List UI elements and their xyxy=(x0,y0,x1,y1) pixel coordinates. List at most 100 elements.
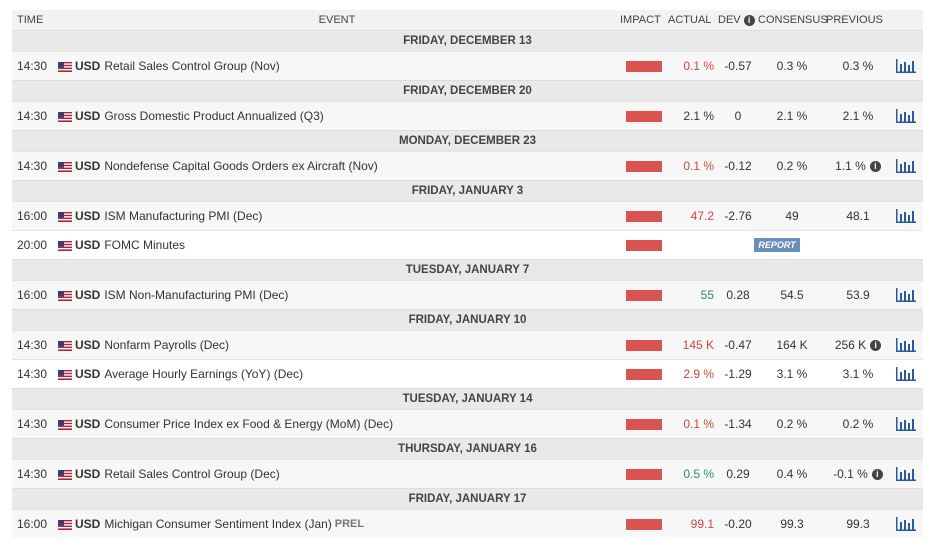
info-icon[interactable]: i xyxy=(870,339,882,351)
impact-cell xyxy=(620,210,668,222)
header-actual[interactable]: ACTUAL xyxy=(668,14,712,26)
event-row[interactable]: 14:30 USD Consumer Price Index ex Food & E… xyxy=(12,409,923,438)
event-time: 14:30 xyxy=(17,109,48,123)
us-flag-icon xyxy=(58,161,72,172)
event-name[interactable]: Retail Sales Control Group (Dec) xyxy=(104,467,280,481)
history-chart-icon[interactable] xyxy=(890,466,922,482)
report-cell: REPORT xyxy=(668,238,886,252)
history-chart-icon[interactable] xyxy=(890,208,922,224)
info-icon[interactable]: i xyxy=(743,14,755,26)
event-row[interactable]: 14:30 USD Gross Domestic Product Annualize… xyxy=(12,101,923,130)
event-cell: USD Gross Domestic Product Annualized (Q3… xyxy=(54,109,620,123)
actual-value: 2.1 % xyxy=(683,109,714,123)
consensus-value: 99.3 xyxy=(780,517,804,531)
header-dev[interactable]: DEV xyxy=(718,14,741,26)
history-chart-icon[interactable] xyxy=(890,158,922,174)
date-header: FRIDAY, JANUARY 10 xyxy=(12,309,923,330)
event-name[interactable]: ISM Non-Manufacturing PMI (Dec) xyxy=(104,288,289,302)
impact-cell xyxy=(620,368,668,380)
us-flag-icon xyxy=(58,369,72,380)
us-flag-icon xyxy=(58,340,72,351)
event-cell: USD ISM Manufacturing PMI (Dec) xyxy=(54,209,620,223)
info-icon[interactable]: i xyxy=(871,468,883,480)
history-chart-icon[interactable] xyxy=(890,516,922,532)
event-row[interactable]: 16:00 USD ISM Non-Manufacturing PMI (Dec) 5… xyxy=(12,280,923,309)
event-name[interactable]: Nonfarm Payrolls (Dec) xyxy=(104,338,230,352)
previous-value: 3.1 % xyxy=(842,367,874,381)
previous-value: 0.3 % xyxy=(842,59,874,73)
event-cell: USD Retail Sales Control Group (Nov) xyxy=(54,59,620,73)
deviation-value: -0.57 xyxy=(724,59,752,73)
header-event[interactable]: EVENT xyxy=(318,14,356,26)
consensus-value: 164 K xyxy=(776,338,808,352)
event-row[interactable]: 16:00 USD ISM Manufacturing PMI (Dec) 47.2-… xyxy=(12,201,923,230)
event-row[interactable]: 14:30 USD Nondefense Capital Goods Orders … xyxy=(12,151,923,180)
impact-cell xyxy=(620,110,668,122)
consensus-value: 0.3 % xyxy=(776,59,808,73)
header-previous[interactable]: PREVIOUS xyxy=(826,14,883,26)
event-row[interactable]: 14:30 USD Average Hourly Earnings (YoY) (D… xyxy=(12,359,923,388)
us-flag-icon xyxy=(58,61,72,72)
previous-value: 99.3 xyxy=(846,517,870,531)
consensus-value: 0.2 % xyxy=(776,159,808,173)
date-header: MONDAY, DECEMBER 23 xyxy=(12,130,923,151)
event-name[interactable]: FOMC Minutes xyxy=(104,238,186,252)
impact-high-bar xyxy=(626,239,662,251)
event-cell: USD ISM Non-Manufacturing PMI (Dec) xyxy=(54,288,620,302)
impact-high-bar xyxy=(626,210,662,222)
header-consensus[interactable]: CONSENSUS xyxy=(758,14,828,26)
event-name[interactable]: Average Hourly Earnings (YoY) (Dec) xyxy=(104,367,304,381)
event-cell: USD Nonfarm Payrolls (Dec) xyxy=(54,338,620,352)
event-row[interactable]: 14:30 USD Retail Sales Control Group (Dec)… xyxy=(12,459,923,488)
event-name[interactable]: ISM Manufacturing PMI (Dec) xyxy=(104,209,263,223)
event-row[interactable]: 20:00 USD FOMC Minutes REPORT xyxy=(12,230,923,259)
impact-high-bar xyxy=(626,368,662,380)
consensus-value: 3.1 % xyxy=(776,367,808,381)
impact-cell xyxy=(620,518,668,530)
previous-cell: 99.3 xyxy=(826,517,890,531)
event-currency: USD xyxy=(75,288,101,302)
info-icon[interactable]: i xyxy=(869,160,881,172)
actual-value: 0.1 % xyxy=(683,417,714,431)
event-currency: USD xyxy=(75,209,101,223)
event-currency: USD xyxy=(75,159,101,173)
us-flag-icon xyxy=(58,469,72,480)
history-chart-icon[interactable] xyxy=(890,337,922,353)
previous-cell: 1.1 % i xyxy=(826,159,890,173)
event-row[interactable]: 14:30 USD Nonfarm Payrolls (Dec) 145 K -0.47… xyxy=(12,330,923,359)
event-row[interactable]: 16:00 USD Michigan Consumer Sentiment Inde… xyxy=(12,509,923,538)
history-chart-icon[interactable] xyxy=(890,58,922,74)
header-impact[interactable]: IMPACT xyxy=(620,14,661,26)
event-row[interactable]: 14:30 USD Retail Sales Control Group (Nov)… xyxy=(12,51,923,80)
economic-calendar: TIME EVENT IMPACT ACTUAL DEV i CONSENSUS… xyxy=(12,10,923,538)
impact-high-bar xyxy=(626,418,662,430)
history-chart-icon[interactable] xyxy=(890,416,922,432)
header-time[interactable]: TIME xyxy=(17,14,44,26)
history-chart-icon[interactable] xyxy=(890,287,922,303)
history-chart-icon[interactable] xyxy=(890,108,922,124)
event-name[interactable]: Consumer Price Index ex Food & Energy (M… xyxy=(104,417,394,431)
consensus-value: 2.1 % xyxy=(776,109,808,123)
previous-cell: 48.1 xyxy=(826,209,890,223)
event-name[interactable]: Gross Domestic Product Annualized (Q3) xyxy=(104,109,324,123)
event-tag: PREL xyxy=(334,518,365,530)
deviation-value: -0.47 xyxy=(724,338,752,352)
history-chart-icon[interactable] xyxy=(890,366,922,382)
deviation-value: -0.12 xyxy=(724,159,752,173)
previous-value: 1.1 % xyxy=(835,159,866,173)
event-name[interactable]: Retail Sales Control Group (Nov) xyxy=(104,59,280,73)
date-header: FRIDAY, JANUARY 3 xyxy=(12,180,923,201)
actual-value: 145 K xyxy=(682,338,714,352)
event-name[interactable]: Nondefense Capital Goods Orders ex Aircr… xyxy=(104,159,378,173)
event-time: 14:30 xyxy=(17,417,48,431)
event-time: 16:00 xyxy=(17,288,48,302)
event-cell: USD Average Hourly Earnings (YoY) (Dec) xyxy=(54,367,620,381)
impact-high-bar xyxy=(626,110,662,122)
deviation-value: -1.29 xyxy=(724,367,752,381)
event-cell: USD Consumer Price Index ex Food & Energy… xyxy=(54,417,620,431)
deviation-value: -1.34 xyxy=(724,417,752,431)
report-button[interactable]: REPORT xyxy=(754,238,800,252)
table-header: TIME EVENT IMPACT ACTUAL DEV i CONSENSUS… xyxy=(12,10,923,30)
event-name[interactable]: Michigan Consumer Sentiment Index (Jan) xyxy=(104,517,332,531)
